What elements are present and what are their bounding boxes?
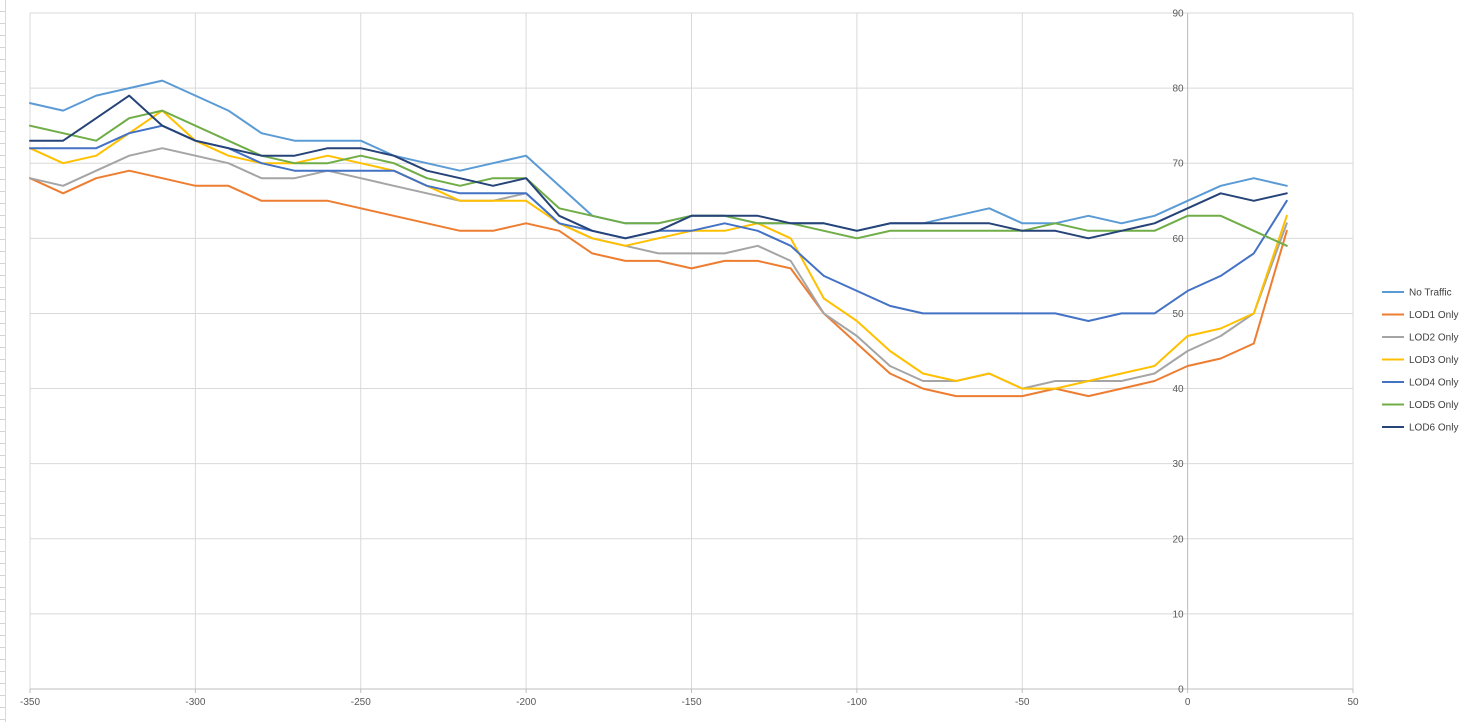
series-line-4 <box>29 109 1288 390</box>
y-tick-label: 20 <box>1173 534 1185 545</box>
spreadsheet-row-edge <box>0 0 6 722</box>
x-tick-label: -250 <box>351 697 371 708</box>
gridlines <box>29 12 1354 689</box>
legend: No Traffic LOD1 Only LOD2 Only LOD3 Only LOD… <box>1382 288 1458 434</box>
x-tick-label: -200 <box>516 697 536 708</box>
series-line-1 <box>29 79 1288 232</box>
y-tick-label: 30 <box>1173 459 1185 470</box>
y-tick-label: 80 <box>1173 84 1185 95</box>
series-line-3 <box>29 147 1288 390</box>
y-tick-label: 70 <box>1173 159 1185 170</box>
y-tick-label: 60 <box>1173 234 1185 245</box>
legend-label: LOD4 Only <box>1409 378 1458 389</box>
x-tick-label: -350 <box>20 697 40 708</box>
y-tick-label: 0 <box>1178 685 1184 696</box>
legend-label: LOD5 Only <box>1409 400 1458 411</box>
x-tick-label: -50 <box>1015 697 1030 708</box>
legend-label: LOD2 Only <box>1409 333 1458 344</box>
series-line-6 <box>29 109 1288 247</box>
series-lines <box>29 79 1288 398</box>
legend-label: No Traffic <box>1409 288 1452 299</box>
legend-label: LOD6 Only <box>1409 423 1458 434</box>
legend-label: LOD3 Only <box>1409 355 1458 366</box>
y-tick-label: 50 <box>1173 309 1185 320</box>
y-tick-label: 90 <box>1173 9 1185 20</box>
series-line-2 <box>29 169 1288 398</box>
x-tick-label: -100 <box>847 697 867 708</box>
x-tick-label: -150 <box>681 697 701 708</box>
x-tick-label: -300 <box>185 697 205 708</box>
y-tick-label: 10 <box>1173 609 1185 620</box>
y-tick-label: 40 <box>1173 384 1185 395</box>
legend-label: LOD1 Only <box>1409 310 1458 321</box>
tick-labels: 0 10 20 30 40 50 60 70 80 90 -350 -300 -250 -200 -150 -… <box>20 9 1359 709</box>
x-tick-label: 50 <box>1347 697 1359 708</box>
x-tick-label: 0 <box>1185 697 1191 708</box>
series-line-7 <box>29 94 1288 240</box>
